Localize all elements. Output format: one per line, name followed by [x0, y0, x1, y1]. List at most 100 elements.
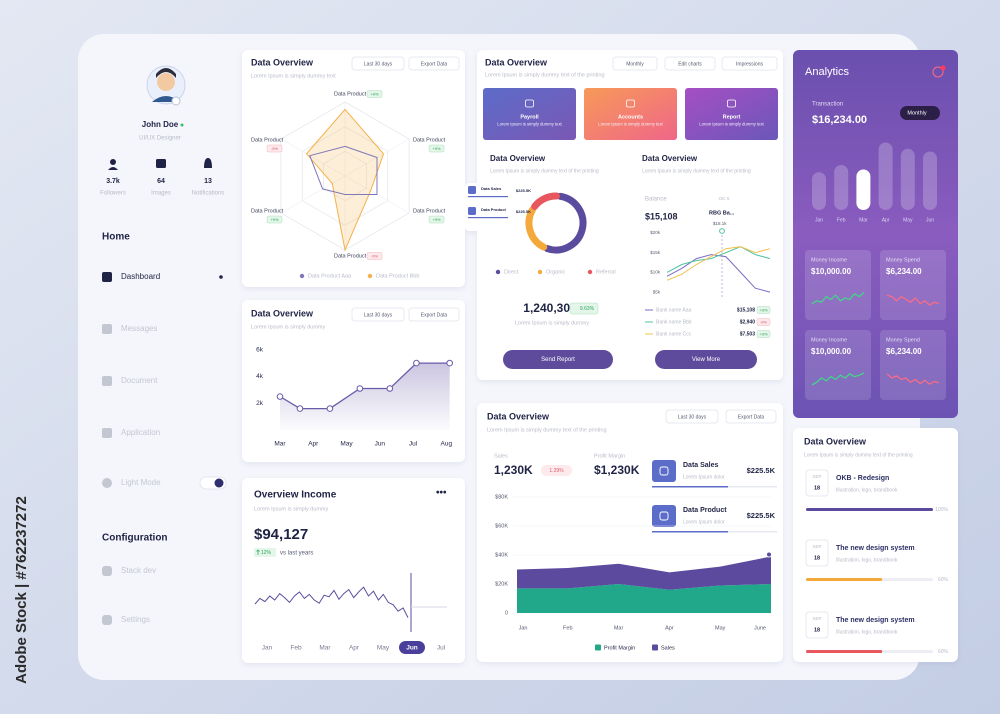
- card-subtitle: Lorem Ipsum is simply dummy text of the …: [642, 168, 751, 174]
- badge: [366, 252, 383, 260]
- nav-item[interactable]: Messages: [121, 324, 157, 333]
- date-month: SEP: [812, 616, 821, 621]
- x-tick-label: Apr: [882, 217, 890, 223]
- legend-label: Data Product Bbb: [376, 273, 419, 279]
- button[interactable]: [721, 56, 778, 71]
- y-tick-label: $80K: [495, 494, 508, 500]
- radar-series: [305, 108, 385, 252]
- month-label[interactable]: Mar: [319, 645, 331, 652]
- month-label[interactable]: Jun: [406, 645, 418, 652]
- x-tick-label: Jun: [926, 217, 934, 223]
- feature-card[interactable]: [584, 88, 677, 140]
- badge: [428, 144, 445, 153]
- button-label[interactable]: Export Data: [421, 312, 448, 318]
- badge: [254, 548, 276, 557]
- profile-name: John Doe: [142, 120, 179, 129]
- legend-label: Referral: [596, 269, 616, 275]
- date-day: 18: [814, 555, 820, 561]
- dropdown-label[interactable]: Monthly: [907, 110, 927, 116]
- card-title: Report: [723, 114, 741, 120]
- button[interactable]: [351, 307, 405, 322]
- x-tick-label: Mar: [859, 217, 868, 223]
- bar: [812, 172, 826, 210]
- button[interactable]: [665, 409, 719, 424]
- button[interactable]: [408, 56, 460, 71]
- popup-bar: [652, 486, 728, 488]
- y-tick-label: $10k: [650, 270, 661, 275]
- line: [666, 246, 771, 281]
- x-tick-label: Jul: [409, 441, 418, 448]
- month-label[interactable]: Feb: [290, 645, 302, 652]
- button-label[interactable]: View More: [692, 357, 721, 363]
- month-label[interactable]: Apr: [349, 645, 360, 652]
- nav-item[interactable]: Settings: [121, 615, 150, 624]
- item-tags: Illustration, logo, brandbook: [836, 487, 898, 493]
- bank-amount: $15,108: [737, 307, 755, 313]
- card-amount: $6,234.00: [886, 347, 922, 356]
- button-label[interactable]: Send Report: [541, 357, 575, 363]
- month-label[interactable]: May: [377, 645, 390, 652]
- amount: $94,127: [254, 526, 308, 543]
- month-label[interactable]: Jul: [437, 645, 446, 652]
- button-label[interactable]: Edit charts: [678, 61, 702, 67]
- popup-value: $225.5K: [747, 511, 776, 520]
- feature-card[interactable]: [483, 88, 576, 140]
- legend-dot: [587, 269, 593, 275]
- item-tags: Illustration, logo, brandbook: [836, 629, 898, 635]
- radar-series: [309, 145, 378, 195]
- card-text: Lorem Ipsum is simply dummy text: [598, 122, 663, 127]
- badge-label: +9%: [432, 217, 441, 222]
- bell-icon[interactable]: [932, 66, 944, 78]
- button[interactable]: [408, 307, 460, 322]
- profile-role: UI/UX Designer: [139, 136, 181, 142]
- avatar: [146, 65, 186, 127]
- nav-item[interactable]: Dashboard: [121, 272, 160, 281]
- popup-icon-glyph: [659, 511, 669, 521]
- item-title: The new design system: [836, 617, 915, 624]
- item-tags: Illustration, logo, brandbook: [836, 557, 898, 563]
- button-label[interactable]: Monthly: [626, 61, 644, 67]
- x-tick-label: May: [340, 441, 353, 448]
- button[interactable]: [664, 56, 716, 71]
- popup-bar: [468, 217, 508, 219]
- panel: [793, 428, 958, 662]
- button-label[interactable]: Last 30 days: [364, 61, 393, 67]
- popup-bar: [468, 196, 508, 198]
- button-label[interactable]: Last 30 days: [364, 312, 393, 318]
- button-label[interactable]: Impressions: [736, 61, 763, 67]
- active-dot: [219, 275, 223, 279]
- button[interactable]: [725, 409, 777, 424]
- popup-text: Lorem Ipsum dolor: [683, 474, 725, 480]
- nav-item[interactable]: Stack dev: [121, 566, 156, 575]
- button[interactable]: [503, 350, 613, 369]
- nav-icon: [102, 376, 112, 386]
- stat-label: Images: [151, 191, 171, 197]
- active-pill[interactable]: [399, 641, 425, 654]
- button[interactable]: [612, 56, 658, 71]
- total: 1,240,301: [523, 301, 577, 315]
- button-label[interactable]: Export Data: [421, 61, 448, 67]
- month-label[interactable]: Jan: [262, 645, 273, 652]
- panel-subtitle: Lorem Ipsum is simply dummy text: [251, 73, 336, 79]
- bank-name: Bank name Ccc: [656, 331, 692, 337]
- button[interactable]: [351, 56, 405, 71]
- nav-item[interactable]: Document: [121, 376, 158, 385]
- menu-dots[interactable]: •••: [436, 488, 447, 499]
- button-label[interactable]: Export Data: [738, 414, 765, 420]
- button-label[interactable]: Last 30 days: [678, 414, 707, 420]
- button[interactable]: [655, 350, 757, 369]
- legend-swatch: [652, 644, 658, 651]
- nav-item[interactable]: Light Mode: [121, 478, 161, 487]
- dropdown[interactable]: [900, 106, 940, 120]
- tooltip-point: [719, 228, 725, 234]
- section-title: Home: [102, 232, 130, 243]
- nav-item[interactable]: Application: [121, 428, 160, 437]
- label: Profit Margin: [594, 453, 625, 459]
- feature-card[interactable]: [685, 88, 778, 140]
- sparkline: [811, 372, 865, 386]
- popup-icon: [652, 505, 676, 527]
- badge-label: +9%: [370, 91, 379, 96]
- x-tick-label: Mar: [274, 441, 286, 448]
- popup-value: $225.5K: [747, 466, 776, 475]
